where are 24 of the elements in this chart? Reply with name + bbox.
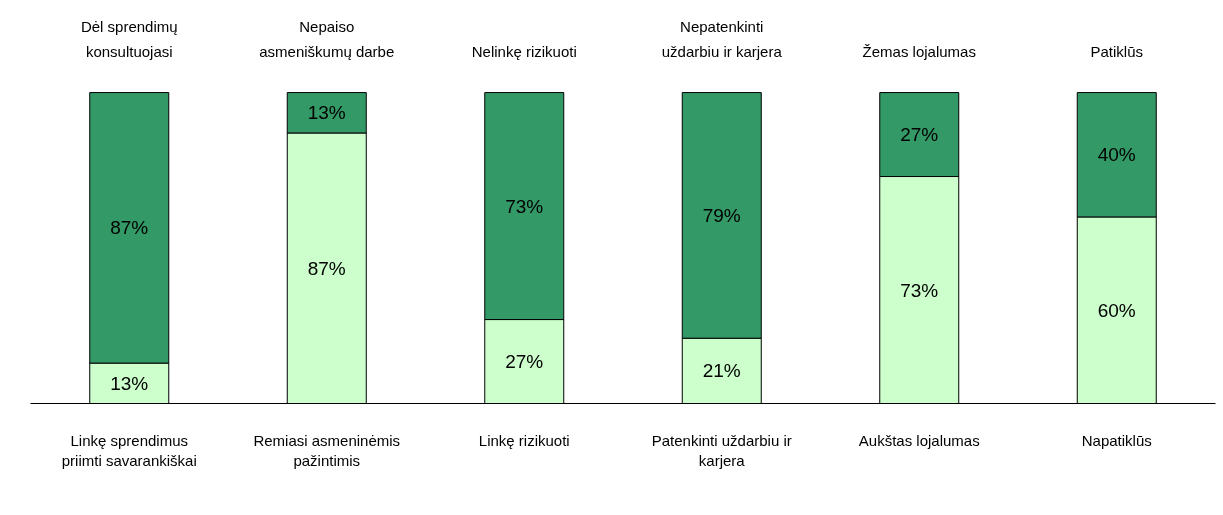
data-label: 87% bbox=[110, 217, 149, 239]
text: Nelinkę rizikuoti bbox=[471, 42, 577, 60]
data-label: 73% bbox=[505, 195, 544, 217]
data-label: 27% bbox=[900, 124, 939, 146]
x-tick-label: Linkę rizikuoti bbox=[478, 431, 570, 449]
data-label: 60% bbox=[1097, 299, 1136, 321]
data-label: 13% bbox=[110, 372, 149, 394]
x-tick-label: Aukštas lojalumas bbox=[858, 431, 980, 449]
x-tick-label: Linkę sprendimus priimti savarankiškai bbox=[61, 431, 197, 469]
data-label: 40% bbox=[1097, 144, 1136, 166]
x-tick-label: Napatiklūs bbox=[1081, 431, 1152, 449]
data-label: 21% bbox=[702, 360, 741, 382]
text: Nepaiso asmeniškumų darbe bbox=[259, 18, 395, 60]
text: Patiklūs bbox=[1090, 42, 1144, 60]
data-label: 73% bbox=[900, 279, 939, 301]
x-tick-label: Patenkinti uždarbiu ir karjera bbox=[651, 431, 792, 469]
data-label: 13% bbox=[307, 102, 346, 124]
text: Žemas lojalumas bbox=[862, 42, 976, 60]
x-tick-label: Remiasi asmeninėmis pažintimis bbox=[253, 431, 401, 469]
text: Dėl sprendimų konsultuojasi bbox=[80, 18, 178, 60]
data-label: 87% bbox=[307, 257, 346, 279]
text: Nepatenkinti uždarbiu ir karjera bbox=[661, 18, 783, 60]
data-label: 27% bbox=[505, 351, 544, 373]
data-label: 79% bbox=[702, 204, 741, 226]
